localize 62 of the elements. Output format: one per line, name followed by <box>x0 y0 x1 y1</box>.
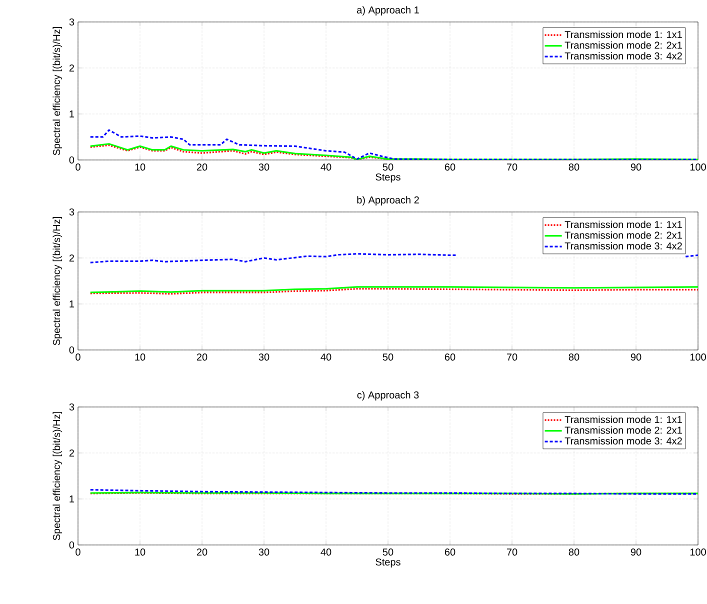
chart-title: b) Approach 2 <box>357 196 419 206</box>
legend-label: Transmission mode 1: 1x1 <box>564 30 682 38</box>
x-tick-label: 10 <box>135 164 146 171</box>
legend-label: Transmission mode 2: 2x1 <box>564 231 682 239</box>
y-tick-label: 0 <box>69 156 74 164</box>
y-tick-label: 1 <box>70 496 74 502</box>
x-tick-label: 50 <box>382 164 394 171</box>
x-tick-label: 100 <box>690 548 706 556</box>
y-tick-label: 2 <box>69 64 74 72</box>
y-tick-label: 3 <box>69 18 74 26</box>
y-axis-title: Spectral efficiency [(bit/s)/Hz] <box>52 217 62 346</box>
x-tick-label: 30 <box>258 164 270 171</box>
x-tick-label: 20 <box>196 164 208 171</box>
x-tick-label: 80 <box>568 164 580 171</box>
x-tick-label: 70 <box>506 354 518 361</box>
y-tick-label: 3 <box>69 403 74 411</box>
legend-label: Transmission mode 2: 2x1 <box>564 426 682 434</box>
x-tick-label: 70 <box>506 164 518 171</box>
x-tick-label: 90 <box>630 354 642 361</box>
x-tick-label: 40 <box>320 548 332 556</box>
legend-label: Transmission mode 3: 4x2 <box>564 437 682 444</box>
legend-label: Transmission mode 1: 1x1 <box>564 220 682 228</box>
x-axis-title: Steps <box>376 558 400 568</box>
y-tick-label: 1 <box>70 110 74 118</box>
legend-label: Transmission mode 2: 2x1 <box>564 41 682 49</box>
x-tick-label: 40 <box>320 354 332 361</box>
x-tick-label: 90 <box>630 548 642 556</box>
x-tick-label: 40 <box>320 164 332 171</box>
chart-title: c) Approach 3 <box>357 391 419 400</box>
x-tick-label: 10 <box>135 354 146 361</box>
y-tick-label: 1 <box>70 300 74 308</box>
x-tick-label: 80 <box>568 548 580 556</box>
legend-label: Transmission mode 1: 1x1 <box>564 416 682 424</box>
x-tick-label: 50 <box>382 354 394 361</box>
x-tick-label: 60 <box>444 164 456 171</box>
legend-label: Transmission mode 3: 4x2 <box>564 242 682 250</box>
x-tick-label: 90 <box>630 164 642 171</box>
x-tick-label: 70 <box>506 548 518 556</box>
x-tick-label: 10 <box>135 548 146 556</box>
y-tick-label: 3 <box>69 208 74 216</box>
y-axis-title: Spectral efficiency [(bit/s)/Hz] <box>52 412 62 540</box>
x-tick-label: 30 <box>258 354 270 361</box>
x-tick-label: 0 <box>76 164 80 171</box>
x-tick-label: 0 <box>76 548 80 556</box>
x-tick-label: 50 <box>382 548 394 556</box>
x-tick-label: 100 <box>690 354 706 361</box>
x-axis-title: Steps <box>376 173 400 183</box>
chart-title: a) Approach 1 <box>357 6 419 16</box>
x-tick-label: 60 <box>444 548 456 556</box>
x-tick-label: 20 <box>196 354 208 361</box>
legend-label: Transmission mode 3: 4x2 <box>564 52 682 60</box>
x-tick-label: 20 <box>196 548 208 556</box>
y-tick-label: 0 <box>69 346 74 354</box>
x-tick-label: 30 <box>258 548 270 556</box>
y-tick-label: 2 <box>69 254 74 262</box>
x-tick-label: 60 <box>444 354 456 361</box>
x-tick-label: 0 <box>76 354 80 361</box>
y-tick-label: 2 <box>69 449 74 456</box>
y-tick-label: 0 <box>69 541 74 549</box>
x-tick-label: 100 <box>690 164 706 171</box>
y-axis-title: Spectral efficiency [(bit/s)/Hz] <box>52 27 62 156</box>
x-tick-label: 80 <box>568 354 580 361</box>
